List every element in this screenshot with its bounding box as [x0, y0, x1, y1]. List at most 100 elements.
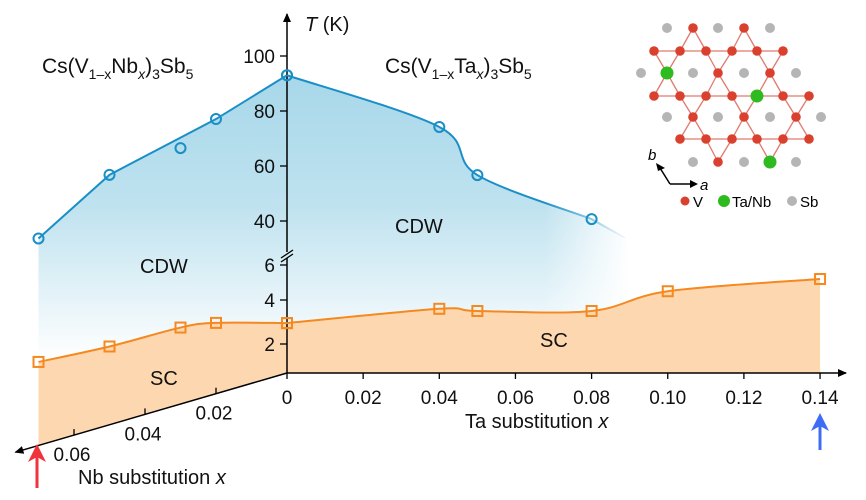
v-atom — [727, 46, 737, 56]
v-atom — [727, 134, 737, 144]
sb-atom — [765, 23, 775, 33]
ta-tick-label: 0.08 — [573, 388, 610, 409]
title-nb: Cs(V1–xNbx)3Sb5 — [42, 55, 194, 82]
v-atom — [675, 46, 685, 56]
sb-atom — [636, 68, 646, 78]
b-arrowhead-icon — [656, 163, 665, 171]
cdw-region-ta — [287, 75, 640, 324]
sc-region-ta — [287, 279, 821, 373]
sb-atom — [791, 157, 801, 167]
crystal-structure-inset: b a V Ta/Nb Sb — [636, 23, 826, 211]
v-atom — [649, 91, 659, 101]
sc-point-ta — [585, 305, 598, 317]
legend-v: V — [693, 194, 703, 211]
sc-point-nb — [210, 316, 222, 329]
ta-tick-label: 0.06 — [497, 388, 534, 409]
legend-tanb: Ta/Nb — [732, 194, 771, 211]
cdw-point-nb — [174, 142, 187, 155]
sb-atom — [816, 112, 826, 122]
v-atom — [765, 68, 775, 78]
t-tick-label: 4 — [264, 291, 275, 312]
region-label-sc-ta: SC — [540, 330, 568, 352]
ta-tick-label: 0 — [282, 388, 293, 409]
sc-line-nb — [38, 321, 288, 363]
t-tick-label: 40 — [254, 212, 275, 233]
v-atom — [791, 112, 801, 122]
v-atom — [713, 157, 723, 167]
v-atom — [675, 91, 685, 101]
t-tick-label: 80 — [254, 102, 275, 123]
sb-atom — [739, 157, 749, 167]
v-atom — [688, 23, 698, 33]
nb-axis-label: Nb substitution x — [78, 467, 227, 489]
v-atom — [804, 91, 814, 101]
cdw-line-ta — [286, 74, 626, 239]
ta-tick-label: 0.12 — [725, 388, 762, 409]
cdw-point-nb — [32, 232, 45, 245]
axis-a-label: a — [700, 177, 708, 194]
sb-atom — [688, 157, 698, 167]
region-label-cdw-nb: CDW — [140, 256, 188, 278]
ta-axis-label: Ta substitution x — [465, 411, 609, 433]
v-atom — [804, 134, 814, 144]
v-atom — [713, 68, 723, 78]
ta-tick-label: 0.02 — [345, 388, 382, 409]
v-atom — [701, 46, 711, 56]
cdw-line-nb — [37, 74, 288, 240]
tanb-atom — [660, 66, 674, 80]
v-atom — [649, 46, 659, 56]
nb-tick-label: 0.04 — [125, 424, 162, 445]
legend-v-dot — [680, 196, 690, 206]
v-atom — [739, 23, 749, 33]
highlight-arrows — [28, 413, 829, 488]
v-atom — [778, 134, 788, 144]
sb-atom — [739, 68, 749, 78]
v-atom — [701, 91, 711, 101]
v-atom — [675, 134, 685, 144]
sc-point-ta — [661, 285, 674, 298]
nb-arrow-head-icon — [28, 444, 46, 462]
cdw-point-nb — [210, 113, 222, 126]
sb-atom — [765, 112, 775, 122]
sc-point-nb — [174, 321, 187, 334]
sc-region-nb — [38, 322, 287, 446]
sc-point-nb — [103, 340, 116, 353]
cdw-point-ta — [281, 69, 293, 82]
v-atom — [739, 112, 749, 122]
v-atom — [778, 46, 788, 56]
nb-tick-label: 0.06 — [54, 445, 91, 466]
v-atom — [778, 91, 788, 101]
ta-tick-label: 0.14 — [802, 388, 839, 409]
ta-tick-label: 0.04 — [421, 388, 458, 409]
region-label-cdw-ta: CDW — [395, 216, 443, 238]
ta-arrow-head-icon — [811, 413, 829, 431]
sc-point-ta — [281, 317, 293, 330]
title-ta: Cs(V1–xTax)3Sb5 — [385, 55, 532, 82]
sb-atom — [688, 68, 698, 78]
sc-point-ta — [471, 305, 484, 317]
tanb-atom — [750, 89, 764, 103]
data-markers — [32, 69, 827, 368]
sb-atom — [713, 23, 723, 33]
v-atom — [752, 46, 762, 56]
sb-atom — [662, 112, 672, 122]
cdw-point-ta — [585, 213, 598, 226]
axis-b-label: b — [648, 147, 656, 164]
legend-sb: Sb — [800, 194, 818, 211]
sc-point-ta — [814, 273, 827, 285]
axes — [14, 13, 847, 454]
axis-break-icon — [280, 249, 294, 263]
legend-sb-dot — [787, 196, 797, 206]
atoms — [636, 23, 826, 169]
sc-point-nb — [32, 355, 45, 368]
cdw-region-nb — [38, 75, 287, 362]
ta-tick-label: 0.10 — [649, 388, 686, 409]
legend-tanb-dot — [718, 195, 730, 207]
sc-line-ta — [286, 278, 821, 325]
region-label-sc-nb: SC — [150, 368, 178, 390]
t-tick-label: 100 — [243, 47, 275, 68]
region-fills — [38, 75, 821, 446]
cdw-point-ta — [433, 120, 446, 133]
